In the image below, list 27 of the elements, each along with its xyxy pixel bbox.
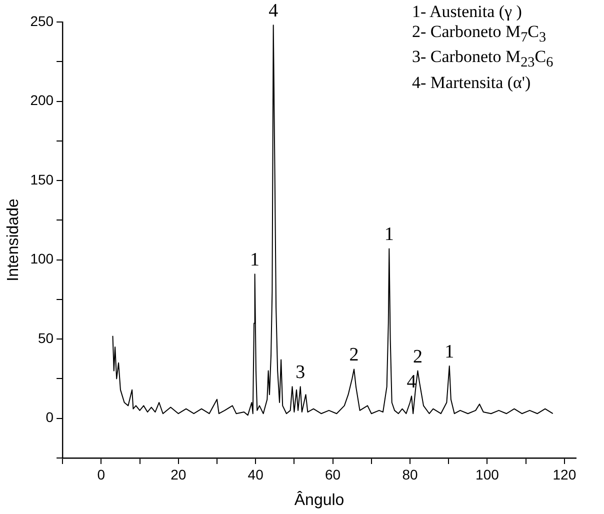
y-axis-title: Intensidade (5, 198, 22, 282)
y-tick-label: 50 (38, 330, 54, 346)
annotation: 3 (296, 362, 306, 384)
annotation: 2 (412, 346, 422, 368)
x-tick-label: 100 (476, 466, 500, 482)
annotation: 1 (250, 250, 260, 271)
text: 1- Austenita (γ ) (412, 2, 523, 22)
annotation: 2- Carboneto M$_{7}$C$_{3}$ (412, 22, 548, 48)
annotation: 1 (384, 224, 394, 246)
x-tick-label: 20 (170, 466, 186, 482)
y-tick-label: 100 (30, 250, 54, 267)
x-tick-label: 80 (402, 466, 418, 482)
x-tick-label: 40 (248, 466, 264, 482)
y-tick-label: 150 (30, 171, 54, 188)
y-tick-label: 0 (46, 409, 54, 426)
annotation: 2 (349, 344, 359, 366)
annotation: 4 (406, 372, 417, 393)
x-tick-label: 120 (552, 466, 576, 482)
y-tick-label: 200 (30, 92, 54, 108)
annotation: 4- Martensita (α') (412, 72, 532, 93)
x-tick-label: 60 (325, 466, 341, 482)
annotation: 4 (268, 0, 279, 22)
annotation: 3- Carboneto M$_{23}$C$_{6}$ (412, 47, 554, 73)
annotation: 1 (444, 342, 454, 363)
y-tick-label: 250 (30, 12, 54, 29)
x-tick-label: 0 (97, 466, 106, 482)
x-axis-title: Ângulo (294, 490, 344, 509)
